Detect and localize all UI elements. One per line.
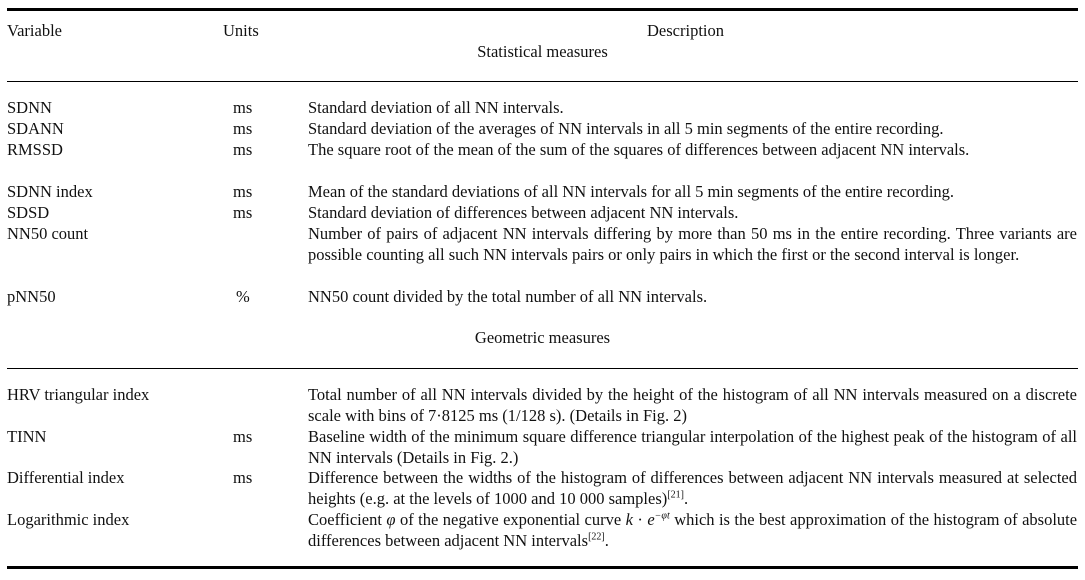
formula-e: e bbox=[647, 510, 655, 529]
section-title-geometric: Geometric measures bbox=[474, 328, 611, 347]
row-units: ms bbox=[233, 427, 253, 446]
row-variable: SDNN bbox=[7, 98, 52, 117]
description-text: Difference between the widths of the his… bbox=[308, 468, 1077, 508]
exponential-formula: k · e−φt bbox=[626, 510, 670, 529]
header-units: Units bbox=[223, 21, 259, 40]
row-description: NN50 count divided by the total number o… bbox=[308, 287, 708, 306]
row-variable: Differential index bbox=[7, 468, 125, 487]
row-units: % bbox=[236, 287, 250, 306]
reference-citation: [22] bbox=[588, 531, 605, 543]
row-description: Standard deviation of the averages of NN… bbox=[308, 119, 944, 138]
row-variable: NN50 count bbox=[7, 224, 89, 243]
row-description: Standard deviation of all NN intervals. bbox=[308, 98, 564, 117]
row-description: Baseline width of the minimum square dif… bbox=[308, 427, 1077, 467]
row-description: Coefficient φ of the negative exponentia… bbox=[308, 509, 1077, 551]
row-variable: pNN50 bbox=[7, 287, 56, 306]
section-title-statistical: Statistical measures bbox=[477, 42, 608, 61]
row-variable: HRV triangular index bbox=[7, 385, 150, 404]
formula-k: k bbox=[625, 510, 633, 529]
header-variable: Variable bbox=[7, 21, 62, 40]
formula-dot: · bbox=[637, 510, 643, 529]
row-units: ms bbox=[233, 182, 253, 201]
description-text: which is the best approximation of the h… bbox=[308, 510, 1078, 550]
reference-citation: [21] bbox=[667, 489, 684, 501]
table-top-rule bbox=[7, 8, 1078, 11]
row-variable: SDANN bbox=[7, 119, 64, 138]
row-units: ms bbox=[233, 98, 253, 117]
section-rule-geometric bbox=[7, 368, 1078, 369]
row-description: Total number of all NN intervals divided… bbox=[308, 385, 1077, 425]
row-variable: Logarithmic index bbox=[7, 510, 130, 529]
phi-symbol: φ bbox=[386, 510, 396, 529]
row-variable: SDSD bbox=[7, 203, 50, 222]
row-description: Mean of the standard deviations of all N… bbox=[308, 182, 955, 201]
row-description: Number of pairs of adjacent NN intervals… bbox=[308, 224, 1077, 264]
description-text: of the negative exponential curve bbox=[399, 510, 622, 529]
row-units: ms bbox=[233, 140, 253, 159]
section-rule-statistical bbox=[7, 81, 1078, 82]
description-end: . bbox=[683, 489, 689, 508]
formula-exponent: −φt bbox=[654, 510, 670, 522]
row-units: ms bbox=[233, 203, 253, 222]
row-description: Standard deviation of differences betwee… bbox=[308, 203, 739, 222]
row-variable: RMSSD bbox=[7, 140, 63, 159]
row-description: Difference between the widths of the his… bbox=[308, 467, 1077, 509]
header-description: Description bbox=[647, 21, 724, 40]
description-text: Coefficient bbox=[308, 510, 382, 529]
row-units: ms bbox=[233, 119, 253, 138]
row-variable: TINN bbox=[7, 427, 47, 446]
row-description: The square root of the mean of the sum o… bbox=[308, 140, 970, 159]
row-units: ms bbox=[233, 468, 253, 487]
row-variable: SDNN index bbox=[7, 182, 93, 201]
description-end: . bbox=[604, 531, 609, 550]
table-bottom-rule bbox=[7, 566, 1078, 569]
